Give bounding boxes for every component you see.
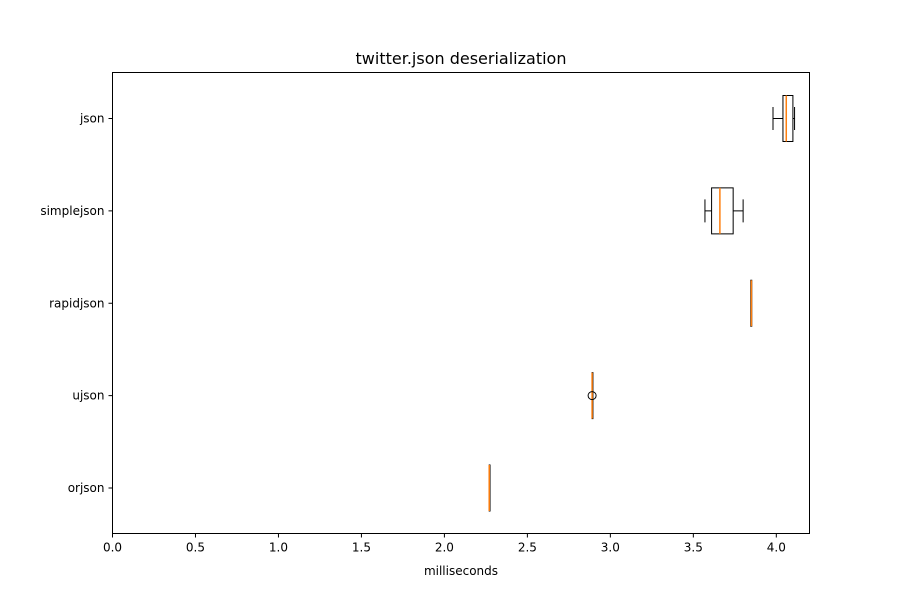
y-tick-label-rapidjson: rapidjson <box>49 296 104 310</box>
y-tick-label-simplejson: simplejson <box>40 204 104 218</box>
box-iqr <box>782 95 794 142</box>
chart-title: twitter.json deserialization <box>356 49 567 68</box>
x-tick-label: 3.0 <box>601 541 620 555</box>
box-group-simplejson <box>704 187 744 235</box>
box-group-json <box>772 95 796 142</box>
x-tick-label: 1.0 <box>269 541 288 555</box>
x-axis: 0.0 0.5 1.0 1.5 2.0 2.5 3.0 3.5 4.0 <box>103 533 786 555</box>
y-tick-label-ujson: ujson <box>72 389 104 403</box>
x-tick-label: 2.0 <box>435 541 454 555</box>
box-iqr <box>711 187 734 235</box>
x-tick-label: 0.5 <box>186 541 205 555</box>
boxes-layer <box>488 95 796 512</box>
x-tick-label: 4.0 <box>767 541 786 555</box>
box-group-ujson <box>587 372 597 420</box>
x-tick-label: 0.0 <box>103 541 122 555</box>
y-tick-label-orjson: orjson <box>68 481 105 495</box>
box-group-orjson <box>488 464 491 512</box>
outlier-point <box>587 391 597 401</box>
x-tick-label: 1.5 <box>352 541 371 555</box>
x-axis-label: milliseconds <box>424 564 498 578</box>
y-tick-label-json: json <box>79 112 105 126</box>
x-tick-label: 3.5 <box>684 541 703 555</box>
y-axis: orjson ujson rapidjson simplejson json <box>40 112 113 495</box>
box-group-rapidjson <box>750 279 753 327</box>
x-tick-label: 2.5 <box>518 541 537 555</box>
